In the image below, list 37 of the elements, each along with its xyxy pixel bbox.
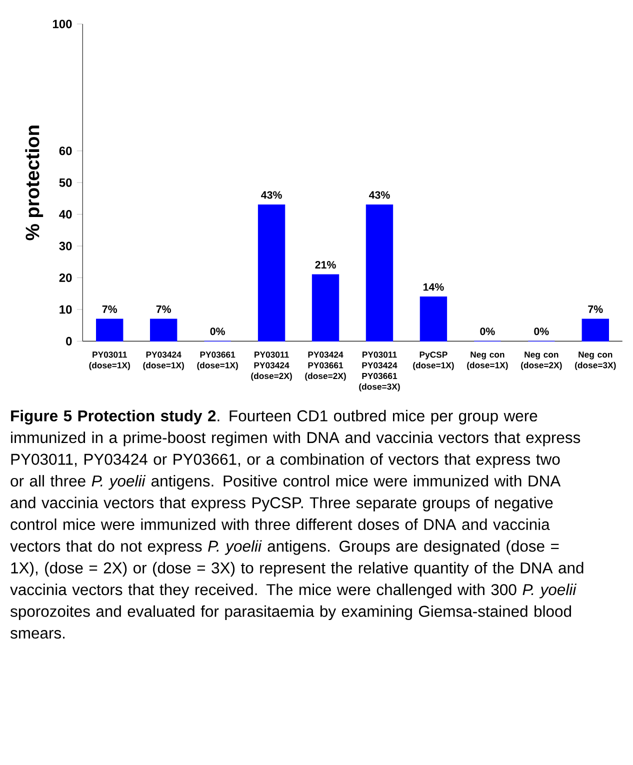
- bar: [366, 204, 394, 342]
- x-tick-label: Neg con (dose=1X): [467, 352, 508, 370]
- y-tick-label: 40: [59, 210, 72, 219]
- data-label: 0%: [210, 328, 225, 336]
- data-label: 21%: [315, 261, 336, 269]
- bar: [150, 318, 178, 342]
- x-tick-label: PY03011 (dose=1X): [89, 352, 130, 370]
- data-label: 0%: [534, 328, 549, 336]
- y-tick-label: 0: [66, 336, 72, 346]
- data-label: 43%: [368, 191, 390, 199]
- data-label: 7%: [156, 305, 171, 313]
- data-label: 7%: [102, 305, 118, 313]
- text: Figure 5 Protection study 2. Fourteen CD1 outbred mice per group were immunized in a prime-boost regimen with DNA and vaccinia vectors that express PY03011, PY03424 or PY03661, or a combination of vectors that express two or all three P. yoelii antigens. Positive control mice were immunized with DNA and vaccinia vectors that express PyCSP. Three separate groups of negative control mice were immunized with three different doses of DNA and vaccinia vectors that do not express P. yoelii antigens. Groups are designated (dose = 1X), (dose = 2X) or (dose = 3X) to represent the relative quantity of the DNA and vaccinia vectors that they received. The mice were challenged with 300 P. yoelii sporozoites and evaluated for parasitaemia by examining Giemsa-stained blood smears.: [10, 410, 584, 639]
- x-tick-label: PY03424 PY03661 (dose=2X): [305, 352, 346, 381]
- y-tick-label: 10: [60, 305, 72, 314]
- bar: [258, 204, 286, 342]
- x-tick-label: PY03011 PY03424 PY03661 (dose=3X): [359, 352, 400, 392]
- y-tick-label: 100: [52, 20, 72, 28]
- data-label: 0%: [480, 328, 495, 336]
- data-label: 43%: [261, 191, 282, 199]
- y-tick-label: 50: [59, 178, 72, 187]
- bar: [312, 274, 340, 342]
- bar: [96, 318, 124, 342]
- x-tick-label: PyCSP (dose=1X): [413, 352, 454, 370]
- x-tick-label: Neg con (dose=3X): [575, 352, 616, 370]
- x-tick-label: PY03424 (dose=1X): [143, 352, 184, 370]
- bar: [420, 296, 448, 342]
- data-label: 14%: [423, 283, 444, 291]
- x-tick-label: PY03011 PY03424 (dose=2X): [251, 352, 292, 381]
- data-label: 7%: [588, 305, 603, 313]
- x-tick-label: Neg con (dose=2X): [521, 352, 562, 370]
- bar: [582, 318, 609, 342]
- y-tick-label: 60: [59, 146, 72, 156]
- y-tick-label: 30: [59, 242, 72, 250]
- y-tick-label: 20: [59, 273, 72, 282]
- y-axis-title: % protection: [25, 126, 44, 240]
- x-tick-label: PY03661 (dose=1X): [197, 352, 238, 370]
